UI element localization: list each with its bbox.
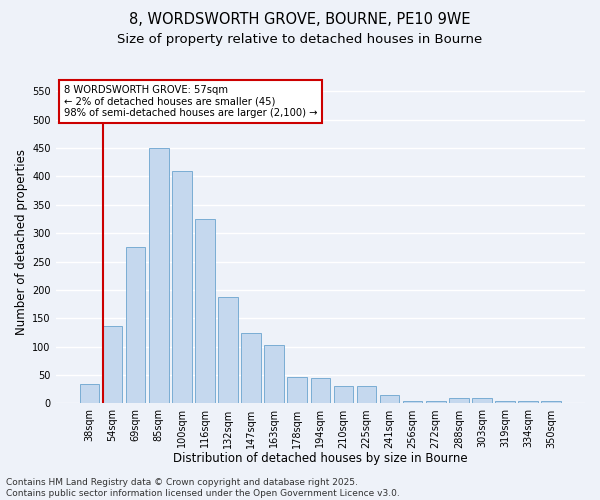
Bar: [265, 345, 284, 404]
Text: Size of property relative to detached houses in Bourne: Size of property relative to detached ho…: [118, 32, 482, 46]
Bar: [541, 401, 561, 404]
Bar: [80, 384, 100, 404]
Bar: [311, 378, 330, 404]
Text: 8, WORDSWORTH GROVE, BOURNE, PE10 9WE: 8, WORDSWORTH GROVE, BOURNE, PE10 9WE: [129, 12, 471, 28]
Bar: [356, 386, 376, 404]
Bar: [334, 386, 353, 404]
Bar: [241, 332, 261, 404]
Bar: [149, 148, 169, 404]
Text: Contains HM Land Registry data © Crown copyright and database right 2025.
Contai: Contains HM Land Registry data © Crown c…: [6, 478, 400, 498]
Bar: [449, 398, 469, 404]
Bar: [287, 377, 307, 404]
Bar: [103, 326, 122, 404]
Bar: [403, 400, 422, 404]
Bar: [426, 400, 446, 404]
Bar: [380, 395, 400, 404]
Y-axis label: Number of detached properties: Number of detached properties: [15, 148, 28, 334]
Bar: [126, 248, 145, 404]
Bar: [172, 171, 191, 404]
Bar: [195, 219, 215, 404]
Text: 8 WORDSWORTH GROVE: 57sqm
← 2% of detached houses are smaller (45)
98% of semi-d: 8 WORDSWORTH GROVE: 57sqm ← 2% of detach…: [64, 85, 317, 118]
Bar: [472, 398, 491, 404]
Bar: [518, 401, 538, 404]
X-axis label: Distribution of detached houses by size in Bourne: Distribution of detached houses by size …: [173, 452, 467, 465]
Bar: [218, 297, 238, 404]
Bar: [495, 400, 515, 404]
